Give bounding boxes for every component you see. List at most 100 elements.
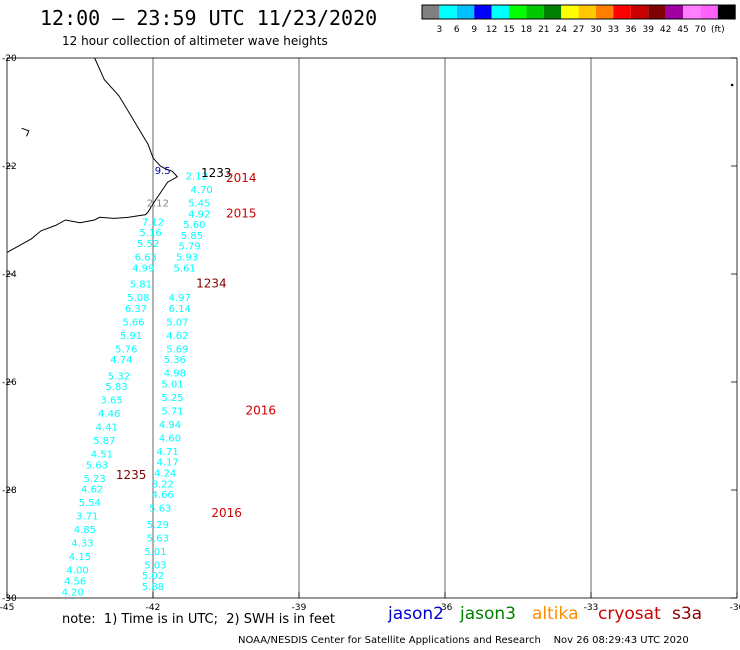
mission-jason2: jason2 [388,604,444,624]
legend-swatch [526,5,544,19]
footnote: note: 1) Time is in UTC; 2) SWH is in fe… [62,612,335,627]
map-title: 12:00 — 23:59 UTC 11/23/2020 [40,6,378,30]
swh-value: 3.65 [101,396,123,407]
lon-label: -45 [0,603,14,613]
swh-value: 4.56 [64,577,86,588]
legend-swatch [491,5,509,19]
swh-value: 5.63 [147,533,169,544]
swh-value: 6.37 [125,304,147,315]
lat-label: -26 [2,378,17,388]
swh-value: 4.51 [91,450,113,461]
swh-value: 5.07 [166,317,188,328]
swh-value: 5.54 [79,498,101,509]
legend-label: 9 [471,25,477,35]
swh-value: 5.61 [174,263,196,274]
swh-value: 4.46 [98,409,120,420]
credit-line: NOAA/NESDIS Center for Satellite Applica… [238,635,689,646]
legend-label: 18 [521,25,533,35]
legend-swatch [561,5,579,19]
swh-value: 3.22 [152,479,174,490]
swh-value: 4.62 [81,485,103,496]
swh-value: 2.12 [147,199,169,210]
swh-value: 4.85 [74,525,96,536]
swh-value: 5.93 [176,253,198,264]
swh-value: 4.24 [154,469,176,480]
swh-value: 4.60 [159,433,181,444]
swh-value: 5.25 [161,393,183,404]
swh-value: 4.94 [159,420,181,431]
legend-label: 12 [486,25,497,35]
swh-value: 5.32 [108,371,130,382]
swh-value: 4.41 [96,423,118,434]
swh-value: 4.00 [66,566,88,577]
swh-value: 4.20 [62,587,84,598]
legend-label: 3 [437,25,443,35]
legend-swatch [543,5,562,19]
legend-swatch [596,5,614,19]
swh-value: 5.69 [166,344,188,355]
legend-label: 70 [695,25,707,35]
swh-value: 5.60 [183,220,205,231]
legend-swatch [648,5,666,19]
legend-swatch [474,5,492,19]
map-frame [6,57,738,599]
legend-swatch [422,5,440,19]
lat-label: -28 [2,486,17,496]
swh-value: 6.63 [135,253,157,264]
legend-label: 27 [573,25,584,35]
swh-value: 4.15 [69,552,91,563]
time-label: 1235 [116,468,147,482]
swh-value: 5.87 [93,436,115,447]
swh-value: 5.16 [139,228,161,239]
swh-value: 4.92 [188,209,210,220]
mission-altika: altika [532,604,579,624]
swh-value: 5.66 [122,317,144,328]
legend-swatch [578,5,596,19]
time-label: 1234 [196,277,227,291]
year-label: 2016 [211,506,242,520]
lon-label: -39 [292,603,307,613]
swh-value: 5.03 [144,560,166,571]
legend-label: 45 [677,25,688,35]
swh-value: 4.70 [191,185,213,196]
lat-label: -24 [2,270,17,280]
swh-value: 5.45 [188,199,210,210]
swh-value: 4.74 [110,355,132,366]
legend-label: 42 [660,25,671,35]
swh-value: 4.66 [152,490,174,501]
swh-value: 5.63 [86,460,108,471]
lon-label: -36 [438,603,453,613]
mission-cryosat: cryosat [598,604,661,624]
legend-swatch [665,5,683,19]
time-label: 1233 [201,166,232,180]
swh-value: 4.71 [156,447,178,458]
swh-value: 5.63 [149,504,171,515]
swh-value: 5.02 [142,571,164,582]
legend-swatch [613,5,631,19]
lon-label: -42 [146,603,161,613]
swh-value: 9.5 [155,166,171,177]
swh-value: 4.98 [164,369,186,380]
swh-value: 4.97 [169,293,191,304]
swh-value: 3.71 [76,512,98,523]
legend-swatch [456,5,475,19]
swh-value: 5.79 [178,242,200,253]
swh-value: 5.29 [147,520,169,531]
lon-label: -30 [730,603,740,613]
swh-value: 6.14 [169,304,191,315]
swh-value: 4.33 [71,539,93,550]
swh-value: 5.91 [120,331,142,342]
lat-label: -30 [2,594,17,604]
mission-s3a: s3a [672,604,703,624]
lake-mark [21,127,30,137]
swh-value: 4.99 [132,263,154,274]
legend-swatch [630,5,649,19]
swh-value: 5.85 [181,231,203,242]
swh-value: 5.71 [161,406,183,417]
coastline [6,57,179,253]
legend-swatch [717,5,736,19]
lat-label: -22 [2,162,17,172]
lon-label: -33 [584,603,599,613]
legend-swatch [683,5,701,19]
